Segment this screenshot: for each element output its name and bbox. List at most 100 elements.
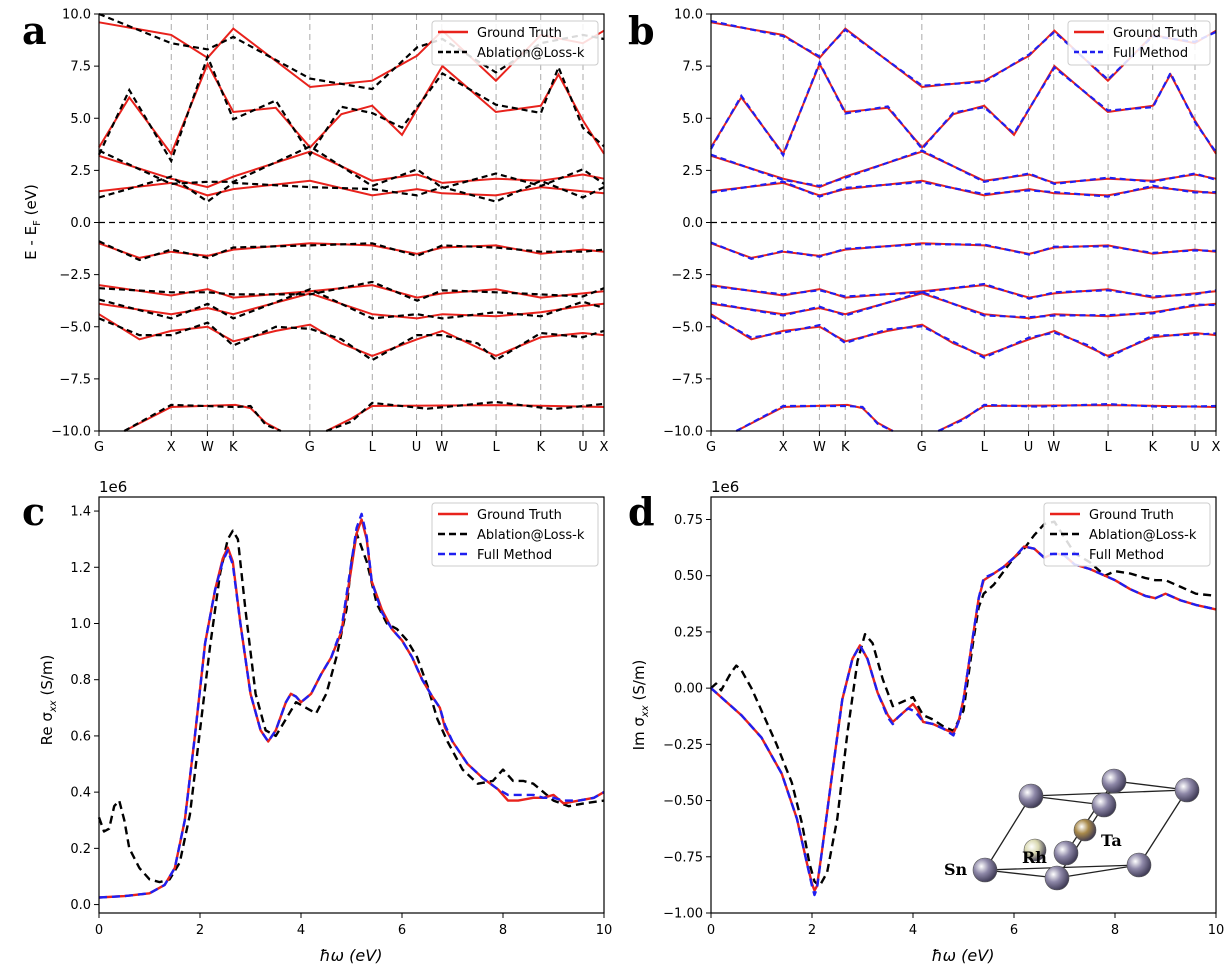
- a-band-pred: [98, 240, 605, 262]
- d-y-tick-label: −0.25: [663, 738, 703, 753]
- d-x-tick-label: 6: [1010, 923, 1018, 938]
- atom-sn: [1101, 768, 1127, 794]
- atom-sn: [1044, 865, 1070, 891]
- a-x-tick-label: L: [492, 440, 500, 455]
- b-x-tick-label: G: [917, 440, 927, 455]
- b-band-pred: [710, 282, 1217, 300]
- a-band-gt: [123, 403, 282, 432]
- b-y-tick-label: 10.0: [674, 8, 703, 23]
- b-x-tick-label: L: [1104, 440, 1112, 455]
- a-y-tick-label: 0.0: [70, 216, 91, 231]
- b-y-tick-label: 5.0: [682, 112, 703, 127]
- d-legend-label-full-method: Full Method: [1089, 548, 1164, 563]
- b-band-pred: [710, 241, 1217, 260]
- b-band-pred: [710, 314, 1217, 359]
- a-band-gt: [98, 61, 605, 156]
- b-y-tick-label: 2.5: [682, 164, 703, 179]
- a-legend-label-ablation: Ablation@Loss-k: [477, 46, 585, 61]
- c-y-tick-label: 1.0: [70, 617, 91, 632]
- d-series-full-method: [710, 545, 1217, 897]
- atom-sn: [972, 857, 998, 883]
- a-band-pred: [98, 53, 605, 164]
- d-y-axis-label: Im σxx (S/m): [630, 660, 651, 751]
- a-x-tick-label: X: [600, 440, 609, 455]
- c-x-tick-label: 2: [196, 923, 204, 938]
- c-legend-label-ground-truth: Ground Truth: [477, 508, 562, 523]
- a-y-tick-label: 7.5: [70, 60, 91, 75]
- c-legend: Ground Truth Ablation@Loss-k Full Method: [431, 502, 599, 567]
- a-band-pred: [98, 175, 605, 203]
- a-y-axis-label: E - EF (eV): [22, 184, 43, 260]
- b-x-tick-label: K: [841, 440, 850, 455]
- d-x-axis-label: ħω (eV): [932, 946, 995, 965]
- a-band-gt: [98, 150, 605, 189]
- d-plot-frame: [710, 496, 1217, 914]
- c-y-tick-label: 0.4: [70, 786, 91, 801]
- b-x-tick-label: W: [813, 440, 826, 455]
- a-x-tick-label: L: [369, 440, 377, 455]
- b-band-pred: [937, 402, 1217, 433]
- b-x-tick-label: L: [981, 440, 989, 455]
- c-series-ground-truth: [98, 518, 605, 899]
- b-x-tick-label: W: [1047, 440, 1060, 455]
- inset-atoms: [972, 768, 1200, 891]
- b-x-tick-label: U: [1024, 440, 1034, 455]
- b-band-pred: [710, 180, 1217, 198]
- a-band-pred: [98, 288, 605, 320]
- c-series-full-method: [98, 512, 605, 899]
- c-series-lines: [97, 512, 605, 899]
- atom-rh: [1023, 838, 1047, 862]
- d-series-ablation-loss-k: [710, 520, 1217, 888]
- b-bands-full-method: [710, 20, 1217, 433]
- d-y-tick-label: 0.00: [674, 682, 703, 697]
- a-y-tick-label: 2.5: [70, 164, 91, 179]
- a-y-tick-label: −5.0: [59, 320, 91, 335]
- d-x-tick-label: 0: [707, 923, 715, 938]
- c-legend-box: [431, 502, 599, 567]
- d-y-tick-label: −0.50: [663, 794, 703, 809]
- b-legend: Ground Truth Full Method: [1067, 20, 1211, 66]
- atom-sn: [1018, 783, 1044, 809]
- c-x-axis-label: ħω (eV): [320, 946, 383, 965]
- panel-c-real-conductivity: 0.0 0.2 0.4 0.6 0.8 1.0 1.2 1.4 0 2 4 6 8 10 1e6 ħω …: [38, 478, 612, 965]
- c-y-tick-label: 0.0: [70, 898, 91, 913]
- a-y-tick-label: −7.5: [59, 372, 91, 387]
- a-x-tick-label: W: [201, 440, 214, 455]
- b-y-ticks: −10.0 −7.5 −5.0 −2.5 0.0 2.5 5.0 7.5 10.0: [663, 8, 711, 440]
- a-x-tick-label: U: [412, 440, 422, 455]
- c-x-ticks: 0 2 4 6 8 10: [95, 913, 612, 938]
- c-y-ticks: 0.0 0.2 0.4 0.6 0.8 1.0 1.2 1.4: [70, 505, 99, 913]
- atom-ta: [1073, 818, 1097, 842]
- d-y-tick-label: 0.75: [674, 513, 703, 528]
- d-y-tick-label: −0.75: [663, 850, 703, 865]
- d-y-tick-label: 0.50: [674, 569, 703, 584]
- a-legend: Ground Truth Ablation@Loss-k: [431, 20, 599, 66]
- atom-label-ta: Ta: [1101, 831, 1122, 850]
- b-band-pred: [710, 59, 1217, 158]
- b-legend-label-ground-truth: Ground Truth: [1113, 26, 1198, 41]
- d-legend: Ground Truth Ablation@Loss-k Full Method: [1043, 502, 1211, 567]
- c-y-axis-label: Re σxx (S/m): [38, 655, 59, 746]
- a-x-tick-label: X: [167, 440, 176, 455]
- b-y-tick-label: −5.0: [671, 320, 703, 335]
- b-band-gt: [710, 179, 1217, 197]
- a-bands-ground-truth: [98, 21, 605, 432]
- a-y-tick-label: 10.0: [62, 8, 91, 23]
- b-band-gt: [710, 313, 1217, 357]
- b-x-tick-label: X: [1212, 440, 1221, 455]
- d-x-tick-label: 2: [808, 923, 816, 938]
- a-legend-label-ground-truth: Ground Truth: [477, 26, 562, 41]
- c-x-tick-label: 0: [95, 923, 103, 938]
- panel-letter-b: b: [628, 8, 655, 53]
- d-y-tick-label: −1.00: [663, 907, 703, 922]
- b-x-tick-label: X: [779, 440, 788, 455]
- panel-letter-a: a: [22, 8, 47, 53]
- c-plot-frame: [98, 496, 605, 914]
- a-band-pred: [325, 400, 605, 433]
- c-y-tick-label: 0.2: [70, 842, 91, 857]
- d-legend-label-ablation: Ablation@Loss-k: [1089, 528, 1197, 543]
- panel-letter-c: c: [22, 489, 45, 534]
- a-band-gt: [98, 284, 605, 299]
- a-band-pred: [98, 280, 605, 302]
- atom-label-rh: Rh: [1022, 848, 1047, 867]
